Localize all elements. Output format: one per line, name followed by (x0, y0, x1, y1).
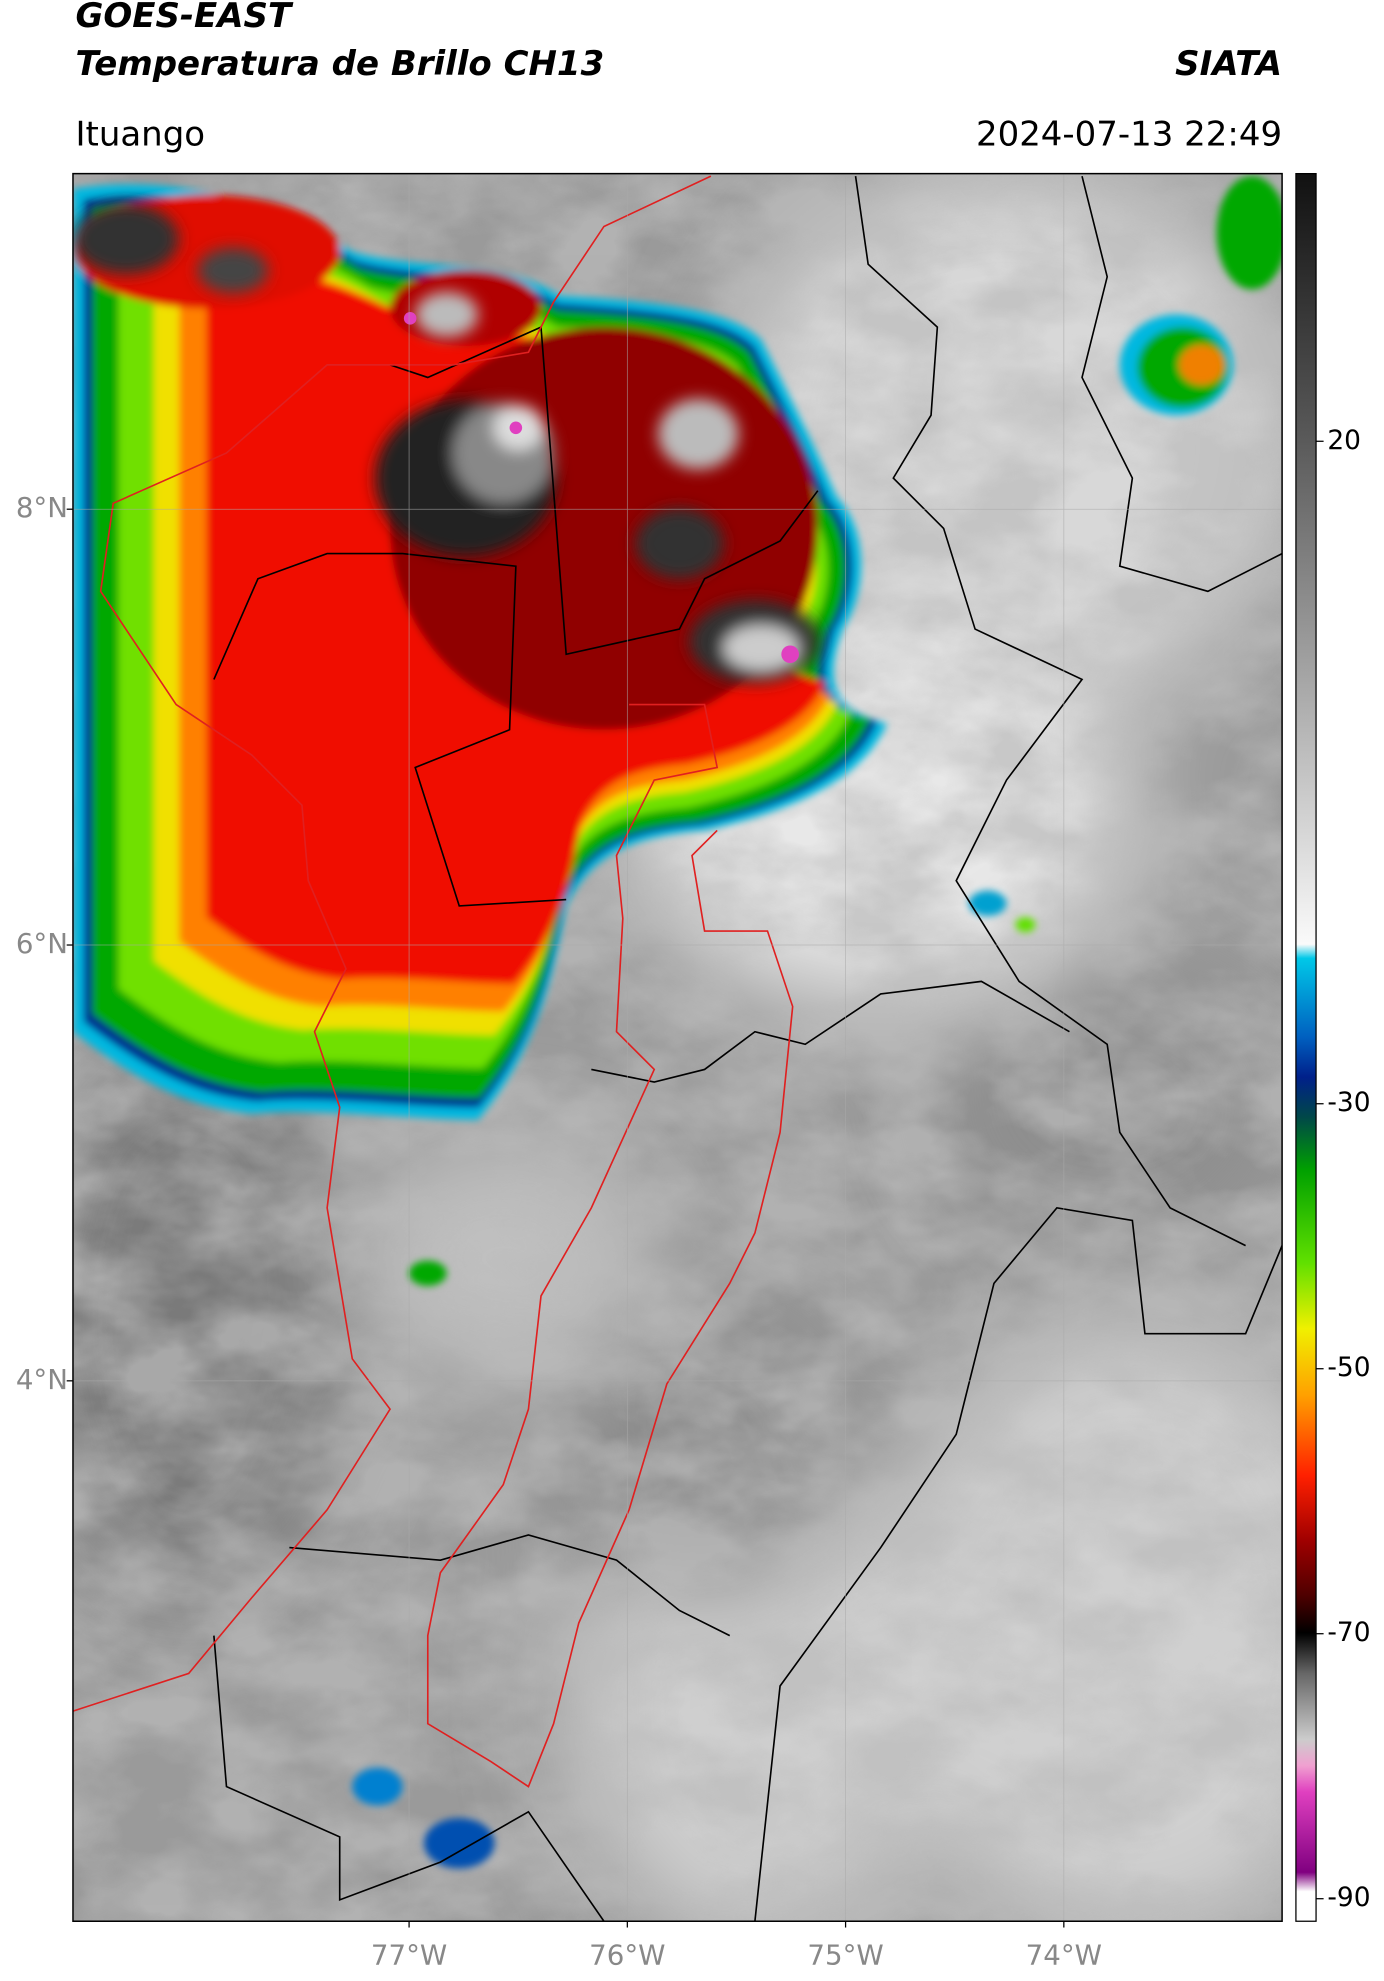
lon-tick-label: 75°W (807, 1938, 883, 1971)
boundaries (72, 175, 794, 1788)
map-image (72, 173, 1283, 1922)
grid (72, 173, 1283, 1922)
colorbar-label: -30 (1327, 1087, 1370, 1118)
satellite: GOES-EAST (75, 0, 293, 36)
lon-tick-label: 74°W (1026, 1938, 1102, 1971)
product: Temperatura de Brillo CH13 (75, 44, 604, 84)
colorbar-label: 20 (1327, 425, 1361, 456)
agency: SIATA (1175, 44, 1282, 84)
map-frame (72, 172, 1283, 1922)
colorbar-label: -50 (1327, 1352, 1370, 1383)
location: Ituango (75, 114, 205, 154)
lon-tick-label: 77°W (371, 1938, 447, 1971)
lon-tick-label: 76°W (589, 1938, 665, 1971)
datetime: 2024-07-13 22:49 (976, 114, 1282, 154)
colorbar (1295, 172, 1317, 1922)
lat-tick-label: 6°N (16, 927, 68, 960)
colorbar-label: -90 (1327, 1882, 1370, 1913)
borders (213, 175, 1283, 1922)
colorbar-label: -70 (1327, 1617, 1370, 1648)
lat-tick-label: 4°N (16, 1363, 68, 1396)
lat-tick-label: 8°N (16, 491, 68, 524)
